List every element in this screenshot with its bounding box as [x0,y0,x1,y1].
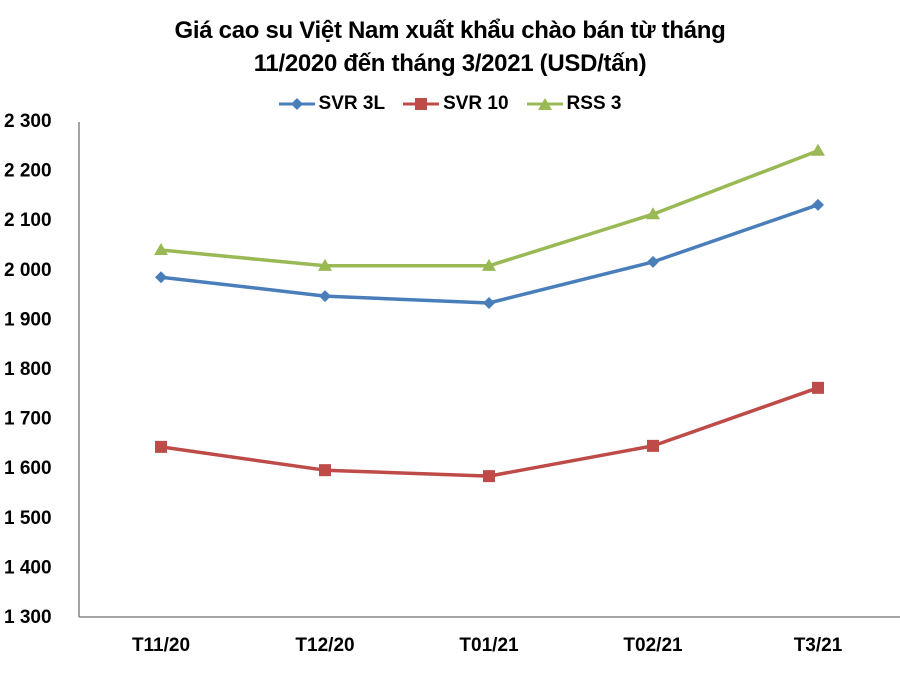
y-tick-label: 1 400 [4,557,52,578]
legend-label: RSS 3 [566,93,622,114]
y-tick-label: 1 300 [4,607,52,628]
diamond-marker-icon [647,255,659,268]
x-tick-label: T01/21 [459,635,519,656]
chart-title-line-1: Giá cao su Việt Nam xuất khẩu chào bán t… [174,17,726,44]
diamond-marker-icon [278,98,315,110]
y-tick-label: 1 800 [4,359,52,380]
triangle-marker-icon [318,258,332,271]
series-svr-3l [155,198,824,310]
triangle-marker-icon [154,242,168,255]
diamond-marker-icon [812,198,824,211]
y-tick-label: 1 600 [4,458,52,479]
y-tick-label: 2 200 [4,161,52,182]
triangle-marker-icon [646,207,660,220]
legend-item-svr-10: SVR 10 [403,93,509,115]
triangle-marker-icon [526,98,563,110]
triangle-marker-icon [482,258,496,271]
square-marker-icon [319,464,331,477]
x-axis-ticks: T11/20 T12/20 T01/21 T02/21 T3/21 [132,635,843,656]
x-tick-label: T02/21 [623,635,683,656]
square-marker-icon [155,440,167,453]
square-marker-icon [812,381,824,394]
chart-title: Giá cao su Việt Nam xuất khẩu chào bán t… [0,14,900,80]
square-marker-icon [403,98,440,110]
chart-legend: SVR 3L SVR 10 RSS 3 [0,91,900,117]
square-marker-icon [483,470,495,483]
x-tick-label: T3/21 [794,635,843,656]
legend-label: SVR 10 [443,93,509,114]
series-rss-3 [154,143,825,271]
diamond-marker-icon [483,297,495,310]
series-layer [154,143,825,483]
y-tick-label: 1 700 [4,409,52,430]
y-axis-ticks: 2 300 2 200 2 100 2 000 1 900 1 800 1 700 1 600… [4,111,52,628]
diamond-marker-icon [319,290,331,303]
diamond-marker-icon [155,271,167,284]
triangle-marker-icon [811,143,825,156]
y-tick-label: 2 100 [4,210,52,231]
x-tick-label: T12/20 [295,635,354,656]
legend-label: SVR 3L [318,93,386,114]
chart-title-line-2: 11/2020 đến tháng 3/2021 (USD/tấn) [253,50,647,77]
square-marker-icon [647,439,659,452]
series-line [160,203,819,305]
legend-item-svr-3l: SVR 3L [278,93,386,115]
y-tick-label: 2 000 [4,260,52,281]
x-tick-label: T11/20 [132,635,190,656]
series-line [160,149,819,268]
y-tick-label: 1 900 [4,309,52,330]
legend-item-rss-3: RSS 3 [526,93,622,115]
y-tick-label: 2 300 [4,111,52,132]
series-line [160,386,819,478]
y-tick-label: 1 500 [4,508,52,529]
series-svr-10 [155,381,824,483]
